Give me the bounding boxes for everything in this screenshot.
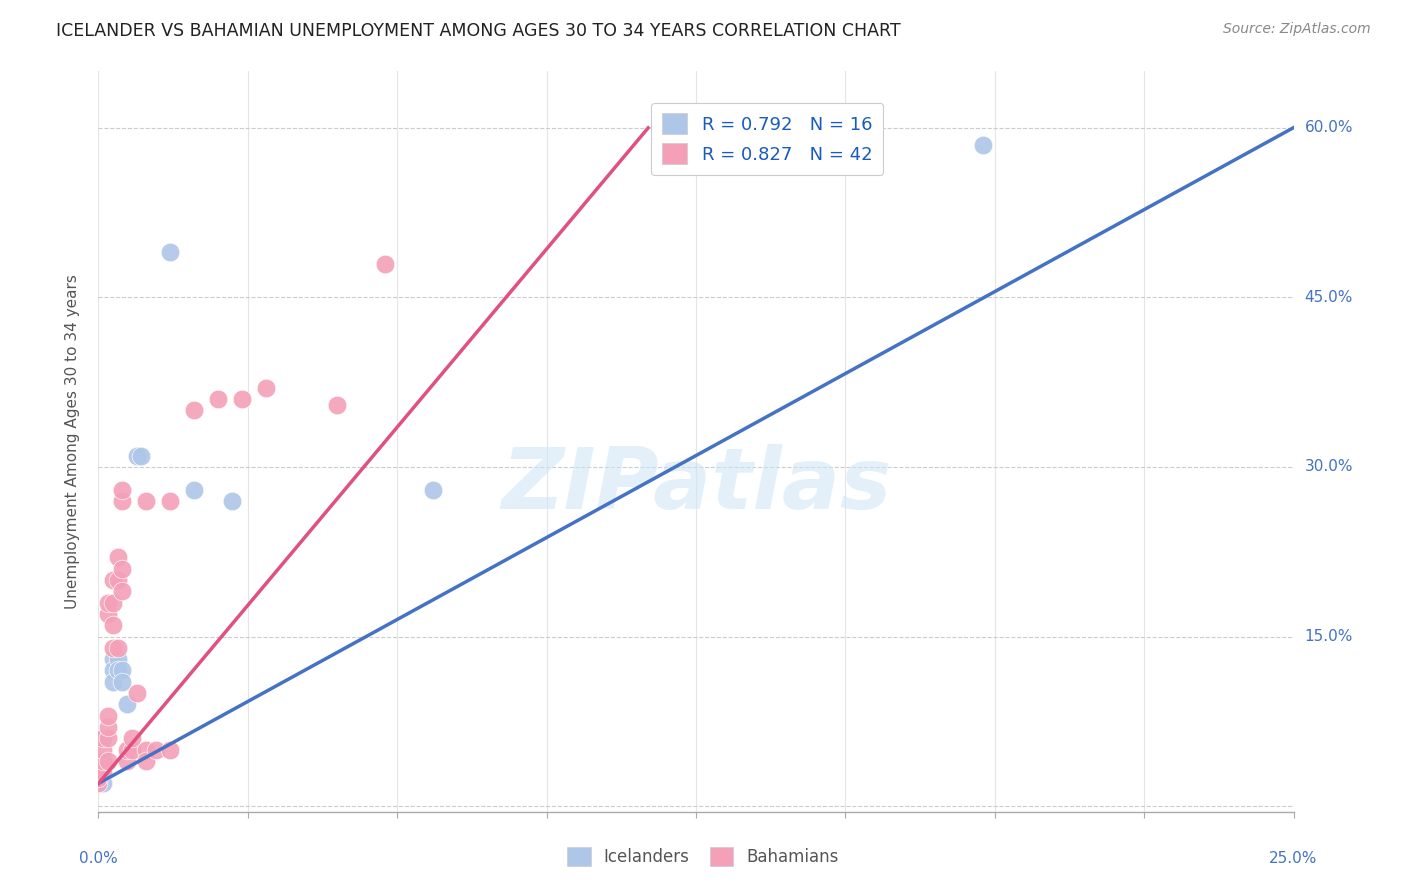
- Y-axis label: Unemployment Among Ages 30 to 34 years: Unemployment Among Ages 30 to 34 years: [65, 274, 80, 609]
- Point: [121, 731, 143, 746]
- Point: [422, 483, 444, 497]
- Point: [111, 664, 134, 678]
- Point: [115, 698, 138, 712]
- Point: [115, 742, 138, 756]
- Legend: Icelanders, Bahamians: Icelanders, Bahamians: [561, 840, 845, 873]
- Point: [159, 742, 181, 756]
- Point: [135, 742, 157, 756]
- Point: [111, 494, 134, 508]
- Point: [87, 759, 110, 773]
- Point: [97, 708, 120, 723]
- Point: [231, 392, 253, 406]
- Legend: R = 0.792   N = 16, R = 0.827   N = 42: R = 0.792 N = 16, R = 0.827 N = 42: [651, 103, 883, 175]
- Point: [125, 449, 148, 463]
- Point: [97, 607, 120, 621]
- Point: [107, 652, 129, 666]
- Point: [101, 640, 124, 655]
- Point: [97, 731, 120, 746]
- Point: [111, 584, 134, 599]
- Point: [91, 742, 114, 756]
- Point: [121, 742, 143, 756]
- Point: [207, 392, 229, 406]
- Point: [159, 245, 181, 260]
- Point: [135, 494, 157, 508]
- Point: [91, 776, 114, 790]
- Point: [254, 381, 277, 395]
- Point: [87, 765, 110, 780]
- Point: [221, 494, 243, 508]
- Text: 45.0%: 45.0%: [1305, 290, 1353, 305]
- Point: [111, 562, 134, 576]
- Text: 15.0%: 15.0%: [1305, 629, 1353, 644]
- Point: [125, 686, 148, 700]
- Point: [101, 674, 124, 689]
- Text: 60.0%: 60.0%: [1305, 120, 1353, 136]
- Text: 30.0%: 30.0%: [1305, 459, 1353, 475]
- Point: [159, 494, 181, 508]
- Point: [111, 483, 134, 497]
- Point: [97, 720, 120, 734]
- Point: [374, 256, 396, 270]
- Point: [101, 573, 124, 587]
- Point: [107, 573, 129, 587]
- Point: [145, 742, 167, 756]
- Point: [101, 618, 124, 632]
- Text: 25.0%: 25.0%: [1270, 851, 1317, 865]
- Point: [107, 550, 129, 565]
- Point: [107, 664, 129, 678]
- Point: [131, 449, 153, 463]
- Text: ICELANDER VS BAHAMIAN UNEMPLOYMENT AMONG AGES 30 TO 34 YEARS CORRELATION CHART: ICELANDER VS BAHAMIAN UNEMPLOYMENT AMONG…: [56, 22, 901, 40]
- Point: [91, 731, 114, 746]
- Point: [115, 754, 138, 768]
- Point: [107, 640, 129, 655]
- Point: [91, 765, 114, 780]
- Point: [101, 664, 124, 678]
- Point: [972, 137, 994, 152]
- Point: [135, 754, 157, 768]
- Point: [87, 776, 110, 790]
- Text: ZIPatlas: ZIPatlas: [501, 444, 891, 527]
- Point: [97, 596, 120, 610]
- Point: [183, 483, 205, 497]
- Point: [91, 754, 114, 768]
- Point: [87, 771, 110, 785]
- Point: [101, 652, 124, 666]
- Point: [97, 754, 120, 768]
- Point: [326, 398, 349, 412]
- Text: Source: ZipAtlas.com: Source: ZipAtlas.com: [1223, 22, 1371, 37]
- Text: 0.0%: 0.0%: [79, 851, 118, 865]
- Point: [183, 403, 205, 417]
- Point: [101, 596, 124, 610]
- Point: [111, 674, 134, 689]
